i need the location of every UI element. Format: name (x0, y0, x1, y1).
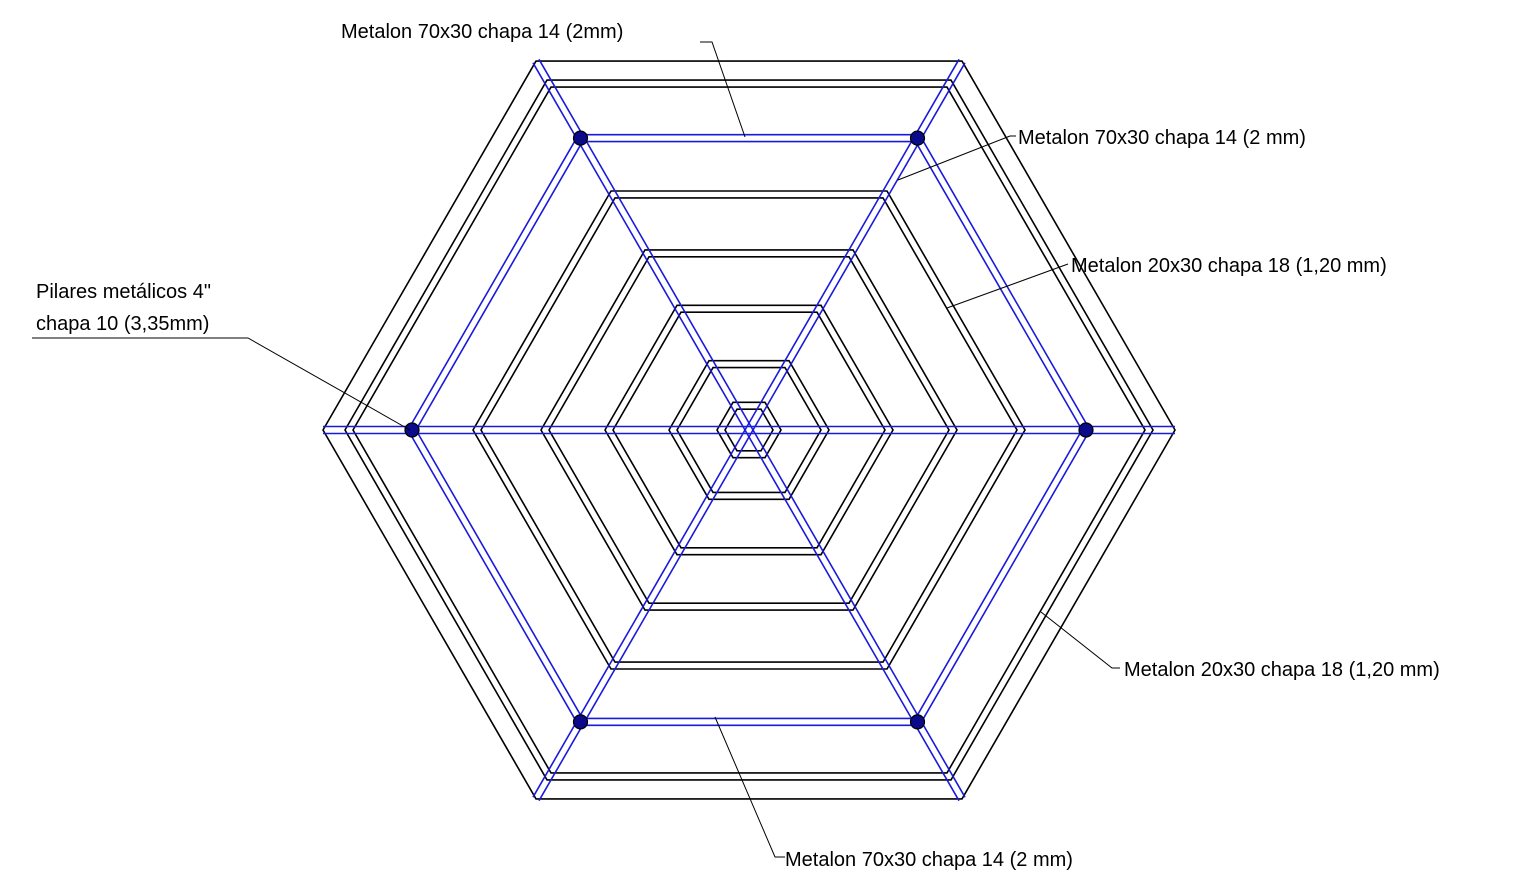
label-top-beam: Metalon 70x30 chapa 14 (2mm) (341, 21, 623, 43)
label-bottom-beam: Metalon 70x30 chapa 14 (2 mm) (785, 849, 1073, 871)
diagonal-beam-edge (532, 58, 960, 798)
pillar-markers (404, 130, 1094, 730)
outer-ring-inner-edge (352, 86, 1146, 774)
outer-ring-edge (322, 60, 1176, 800)
blue-beam-frame (323, 58, 1175, 802)
label-diagonal-beam: Metalon 70x30 chapa 14 (2 mm) (1018, 127, 1306, 149)
label-upper-ring: Metalon 20x30 chapa 18 (1,20 mm) (1071, 255, 1387, 277)
diagonal-beam-edge (532, 62, 960, 802)
leader-upper-ring (946, 263, 1069, 309)
ring-1-edge (668, 359, 830, 501)
leader-bottom-beam (714, 716, 785, 858)
ring-2-edge (604, 304, 894, 556)
pillar-marker (404, 422, 420, 438)
leader-diagonal-beam (897, 135, 1016, 181)
leader-top-beam (700, 41, 746, 138)
ring-4-edge (480, 197, 1018, 663)
leader-lines (32, 41, 1120, 858)
leader-outer-ring (1040, 611, 1120, 669)
hexagon-rings (322, 60, 1176, 800)
ring-4-edge (472, 190, 1026, 670)
label-pillars-line1: Pilares metálicos 4" (36, 281, 211, 303)
label-outer-ring: Metalon 20x30 chapa 18 (1,20 mm) (1124, 659, 1440, 681)
label-pillars-line2: chapa 10 (3,35mm) (36, 313, 209, 335)
pillar-beam-edge (415, 140, 1083, 720)
diagonal-beam-edge (538, 58, 966, 798)
ring-2-edge (612, 311, 886, 549)
pillar-marker (572, 714, 589, 730)
pillar-marker (572, 130, 589, 146)
leader-pillars (32, 337, 411, 431)
pillar-beam-edge (407, 133, 1091, 727)
pillar-marker (1078, 422, 1094, 438)
ring-3-edge (548, 255, 950, 605)
outer-ring-edge (344, 79, 1154, 781)
pillar-marker (909, 714, 926, 730)
ring-3-edge (540, 249, 958, 611)
center-ring-edge (724, 408, 774, 452)
ring-1-edge (676, 366, 822, 494)
pillar-marker (909, 130, 926, 146)
diagonal-beam-edge (538, 62, 966, 802)
center-ring-edge (716, 401, 782, 459)
